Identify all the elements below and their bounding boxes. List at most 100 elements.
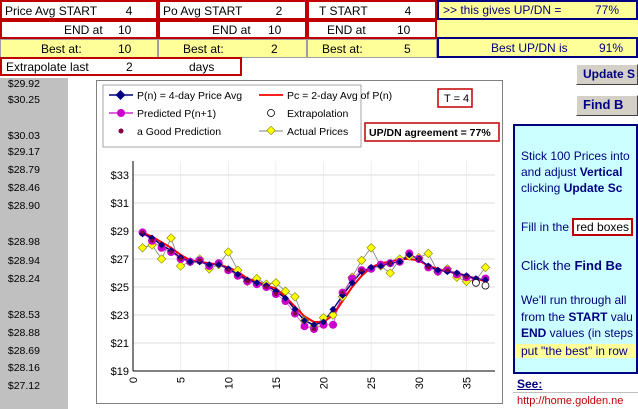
p-point (405, 251, 413, 259)
price-avg-start-input[interactable]: 4 (125, 4, 133, 18)
price-cell[interactable]: $28.88 (7, 327, 40, 339)
actual-price-point (366, 243, 376, 253)
y-tick-label: $29 (111, 226, 129, 238)
gives-updn-box: >> this gives UP/DN = 77% (437, 0, 638, 20)
p-point (367, 263, 375, 271)
gives-updn-value: 77% (595, 3, 620, 17)
update-scale-button[interactable]: Update S (576, 64, 638, 85)
x-tick-label: 10 (223, 377, 235, 389)
price-cell[interactable]: $28.94 (7, 255, 40, 267)
agreement-box (364, 122, 500, 142)
p-point (186, 258, 194, 266)
actual-price-point (137, 243, 148, 253)
actual-price-point (356, 255, 367, 266)
p-point (329, 305, 337, 313)
y-tick-label: $31 (111, 198, 129, 210)
good-prediction-point (359, 268, 364, 273)
extrapolate-unit: days (189, 60, 215, 74)
t-end-label: END at (327, 23, 366, 37)
home-link[interactable]: http://home.golden.ne (517, 395, 624, 407)
actual-price-point (423, 248, 433, 259)
price-cell[interactable]: $28.90 (7, 200, 40, 212)
po-avg-end-label: END at (212, 23, 251, 37)
prices-column: $29.92 $30.25 $30.03 $29.17 $28.79 $28.4… (0, 78, 68, 409)
instruction-line: Fill in the red boxes (521, 218, 634, 236)
good-prediction-point (464, 275, 469, 280)
y-tick-label: $33 (111, 170, 129, 182)
p-point (339, 291, 347, 299)
p-point (434, 266, 442, 274)
price-cell[interactable]: $28.46 (7, 182, 40, 194)
actual-price-point (328, 310, 338, 320)
price-cell[interactable]: $28.79 (7, 164, 40, 176)
actual-price-point (156, 254, 167, 264)
price-cell[interactable]: $30.03 (7, 130, 40, 142)
extrapolate-label: Extrapolate last (6, 60, 89, 74)
price-cell[interactable]: $28.53 (7, 309, 40, 321)
y-tick-label: $21 (111, 338, 129, 350)
po-avg-start-input[interactable]: 2 (275, 4, 283, 18)
legend-label-good: a Good Prediction (137, 126, 221, 138)
p-point (234, 270, 242, 278)
po-avg-start-label: Po Avg START (163, 4, 243, 18)
price-cell[interactable]: $28.98 (7, 236, 40, 248)
legend-label-p: P(n) = 4-day Price Avg (137, 90, 242, 102)
instruction-line: clicking Update Sc (521, 181, 623, 195)
good-prediction-point (416, 257, 421, 261)
t-start-label: T START (319, 4, 368, 18)
x-tick-label: 15 (271, 377, 283, 389)
actual-price-point (233, 265, 243, 275)
price-avg-end-input[interactable]: 10 (118, 23, 132, 37)
find-best-button[interactable]: Find B (576, 95, 638, 116)
legend-item-actual: Actual Prices (259, 125, 348, 138)
t-best-value: 5 (404, 42, 411, 56)
price-cell[interactable]: $29.17 (7, 146, 40, 158)
good-prediction-point (273, 292, 278, 296)
actual-price-point (480, 262, 491, 273)
price-cell[interactable]: $27.12 (7, 380, 40, 392)
t-best-row: Best at: 5 (307, 39, 437, 58)
good-prediction-point (312, 327, 316, 331)
p-point (300, 317, 309, 325)
actual-price-point (318, 313, 329, 323)
y-tick-label: $23 (111, 310, 129, 322)
price-cell[interactable]: $29.92 (7, 78, 40, 90)
price-cell[interactable]: $28.69 (7, 345, 40, 357)
price-chart: $19 $21 $23 $25 $27 $29 $31 $33 0 5 10 15 20 25 30 35 P… (102, 84, 500, 389)
p-point (205, 261, 213, 269)
good-prediction-point (169, 250, 174, 254)
x-tick-label: 35 (461, 377, 473, 389)
instruction-line: and adjust Vertical (521, 165, 623, 179)
good-prediction-point (264, 285, 269, 289)
good-prediction-point (445, 268, 450, 273)
price-avg-end-label: END at (64, 23, 103, 37)
instruction-line: Stick 100 Prices into (521, 149, 630, 163)
predicted-point (329, 320, 338, 329)
legend-item-extrapolation: Extrapolation (267, 108, 348, 120)
pc-line (142, 231, 486, 323)
p-point (291, 305, 299, 313)
x-tick-label: 25 (366, 377, 378, 389)
legend-label-extrapolation: Extrapolation (287, 108, 348, 120)
good-prediction-point (178, 257, 183, 261)
predicted-line (142, 232, 486, 330)
t-label-box (437, 88, 473, 108)
po-avg-end-input[interactable]: 10 (268, 23, 282, 37)
extrapolate-input[interactable]: 2 (126, 60, 133, 74)
p-point (281, 294, 289, 302)
actual-price-point (175, 261, 186, 271)
t-start-input[interactable]: 4 (404, 4, 412, 18)
actual-price-point (252, 273, 262, 284)
y-tick-label: $19 (111, 366, 129, 378)
price-cell[interactable]: $28.24 (7, 273, 40, 285)
blank-yellow-row (437, 20, 638, 38)
good-prediction-point (226, 268, 231, 273)
t-end-input[interactable]: 10 (397, 23, 411, 37)
t-label: T = 4 (444, 93, 469, 105)
gives-updn-label: >> this gives UP/DN = (443, 3, 562, 17)
price-cell[interactable]: $28.16 (7, 362, 40, 374)
good-prediction-point (150, 238, 155, 243)
instruction-line: Click the Find Be (521, 258, 623, 273)
price-avg-start-label: Price Avg START (5, 4, 98, 18)
price-cell[interactable]: $30.25 (7, 94, 40, 106)
